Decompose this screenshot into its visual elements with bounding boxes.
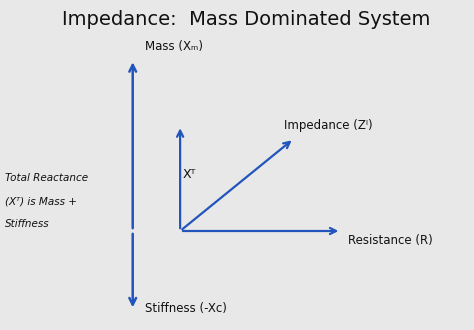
Text: Stiffness: Stiffness [5, 219, 49, 229]
Text: (Xᵀ) is Mass +: (Xᵀ) is Mass + [5, 196, 77, 206]
Text: Xᵀ: Xᵀ [182, 168, 196, 182]
Text: Impedance (Zᴵ): Impedance (Zᴵ) [284, 119, 373, 132]
Text: Impedance:  Mass Dominated System: Impedance: Mass Dominated System [62, 10, 431, 29]
Text: Total Reactance: Total Reactance [5, 173, 88, 183]
Text: Stiffness (-Xᴄ): Stiffness (-Xᴄ) [145, 302, 227, 315]
Text: Resistance (R): Resistance (R) [348, 234, 433, 248]
Text: Mass (Xₘ): Mass (Xₘ) [145, 40, 202, 53]
